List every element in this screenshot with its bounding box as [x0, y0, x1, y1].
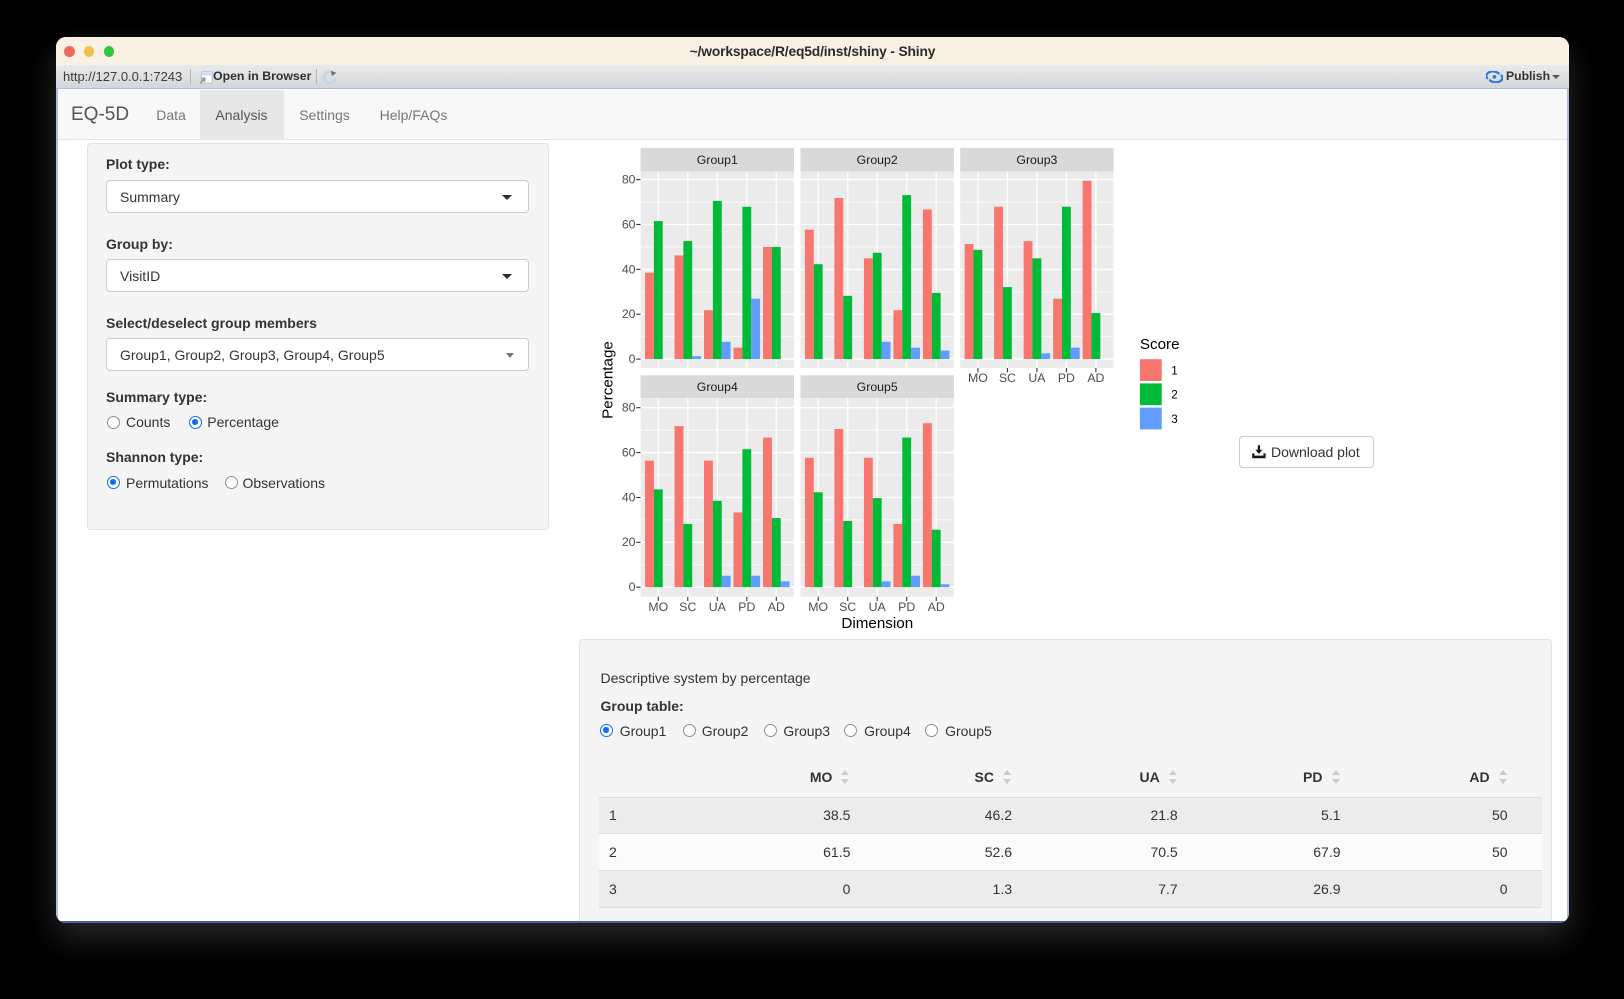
svg-text:Group3: Group3: [1016, 153, 1057, 167]
svg-text:20: 20: [622, 535, 636, 549]
svg-text:UA: UA: [709, 600, 727, 614]
svg-text:40: 40: [622, 262, 636, 276]
svg-text:MO: MO: [648, 600, 668, 614]
svg-text:60: 60: [622, 446, 636, 460]
svg-text:PD: PD: [898, 600, 915, 614]
svg-text:Group2: Group2: [857, 153, 898, 167]
svg-text:AD: AD: [1087, 371, 1104, 385]
svg-text:PD: PD: [738, 600, 755, 614]
svg-text:0: 0: [629, 580, 636, 594]
svg-text:SC: SC: [999, 371, 1016, 385]
svg-text:AD: AD: [768, 600, 785, 614]
svg-text:80: 80: [622, 401, 636, 415]
svg-text:1: 1: [1171, 364, 1178, 377]
svg-text:SC: SC: [679, 600, 696, 614]
svg-text:PD: PD: [1058, 371, 1075, 385]
svg-text:Group4: Group4: [697, 380, 738, 394]
svg-text:AD: AD: [928, 600, 945, 614]
svg-text:3: 3: [1171, 413, 1178, 426]
svg-text:Group1: Group1: [697, 153, 738, 167]
svg-text:MO: MO: [968, 371, 988, 385]
svg-text:60: 60: [622, 217, 636, 231]
svg-text:40: 40: [622, 490, 636, 504]
svg-text:UA: UA: [1028, 371, 1046, 385]
svg-text:MO: MO: [808, 600, 828, 614]
svg-text:SC: SC: [839, 600, 856, 614]
svg-text:0: 0: [629, 352, 636, 366]
svg-text:Score: Score: [1140, 336, 1180, 353]
svg-text:Dimension: Dimension: [841, 615, 913, 632]
svg-text:UA: UA: [869, 600, 887, 614]
svg-text:20: 20: [622, 307, 636, 321]
svg-text:Percentage: Percentage: [600, 341, 617, 419]
svg-text:Group5: Group5: [857, 380, 898, 394]
svg-text:2: 2: [1171, 389, 1178, 402]
svg-text:80: 80: [622, 173, 636, 187]
